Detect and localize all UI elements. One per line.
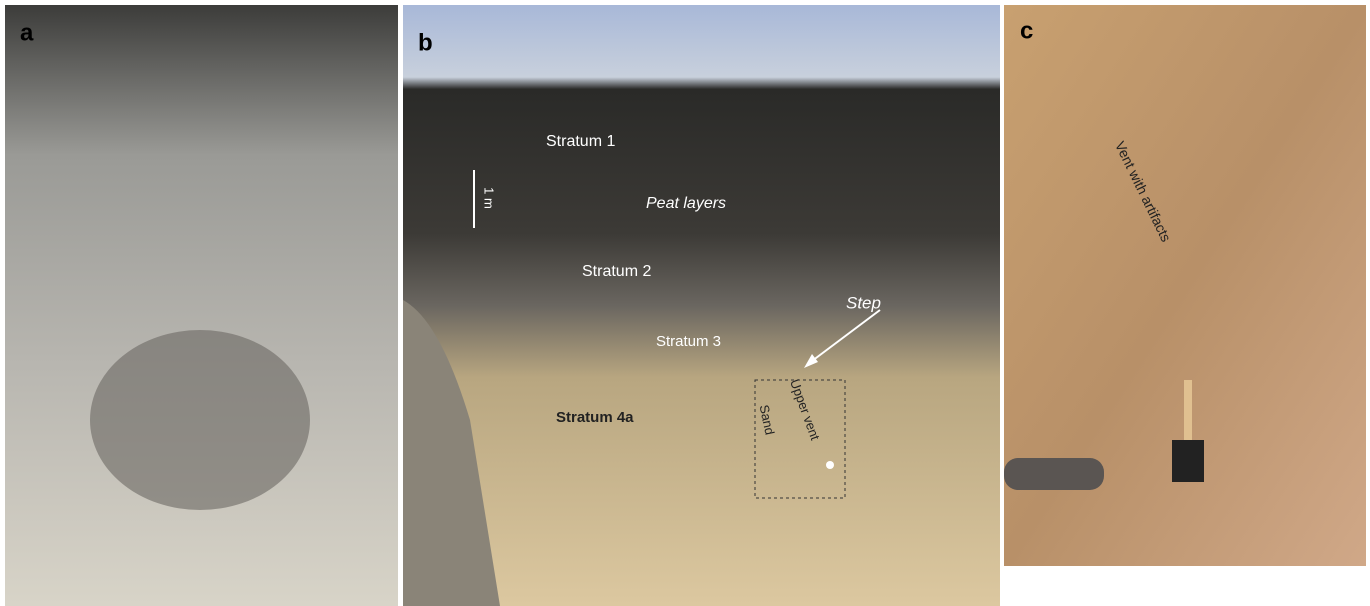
annotation: Stratum 4a (556, 409, 634, 426)
tool-cylinder (1004, 458, 1104, 490)
photo-b (403, 5, 1000, 606)
brush (1172, 440, 1204, 482)
panel-b: b Stratum 1 Peat layers 1 m Stratum 2 St… (403, 5, 1000, 606)
marker-dot (826, 461, 834, 469)
annotation: Stratum 2 (582, 263, 651, 280)
panel-label: c (1020, 17, 1033, 44)
brush-handle (1184, 380, 1192, 440)
panel-a: a (5, 5, 398, 606)
figure: a b Stratum 1 Peat layers 1 m Stratum 2 … (0, 0, 1370, 606)
photo-a (5, 5, 398, 606)
annotation: Peat layers (646, 195, 726, 212)
annotation: 1 m (482, 187, 497, 209)
annotation: Stratum 1 (546, 133, 615, 150)
annotation: Step (846, 293, 881, 312)
pit-shadow (90, 330, 310, 510)
panel-label: a (20, 19, 34, 46)
annotation: Stratum 3 (656, 333, 721, 350)
panel-label: b (418, 29, 433, 56)
panel-c: c Vent with artifacts (1004, 5, 1366, 566)
